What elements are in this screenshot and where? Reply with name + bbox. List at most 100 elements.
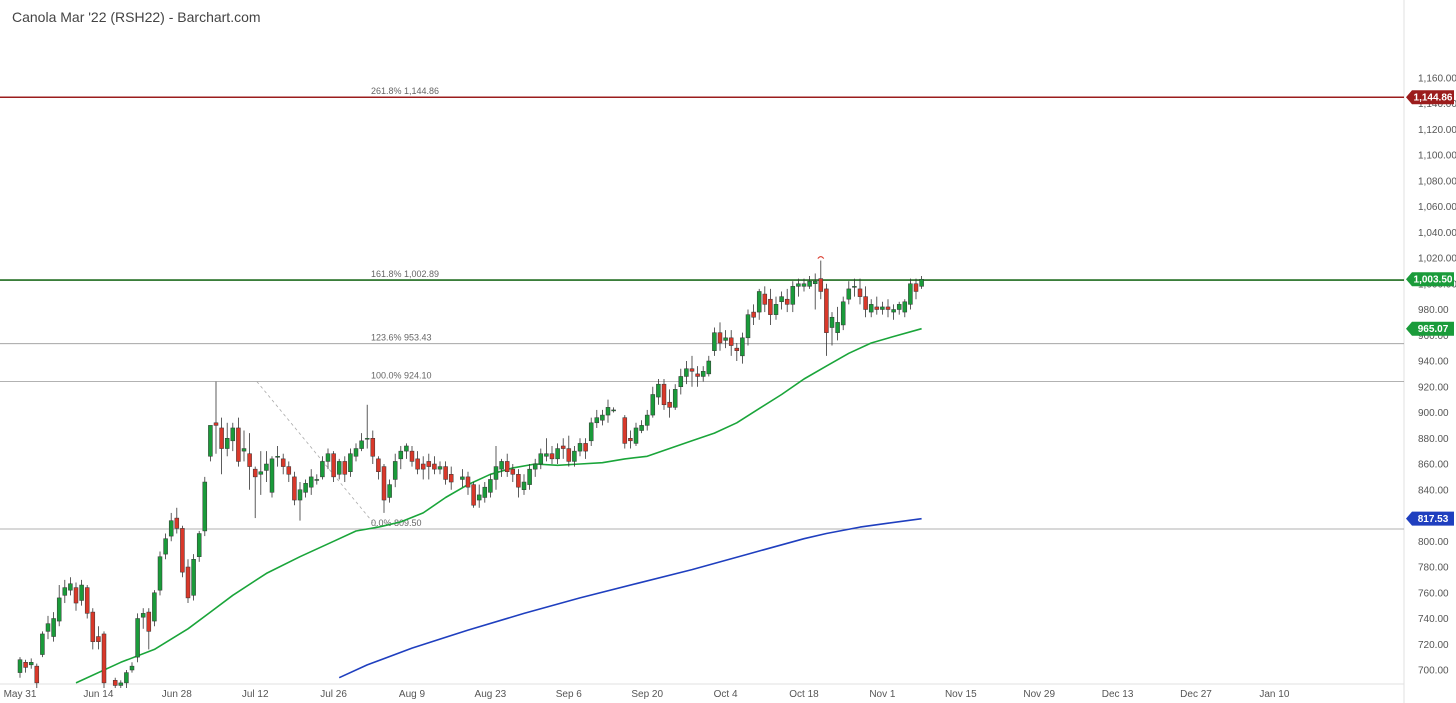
candle-body xyxy=(404,445,409,452)
candle-body xyxy=(415,458,420,470)
candle-body xyxy=(34,665,40,684)
candle-body xyxy=(45,623,51,632)
y-tick-label: 920.00 xyxy=(1418,382,1449,393)
candle-body xyxy=(740,337,745,357)
fib-level-label: 161.8% 1,002.89 xyxy=(371,269,439,279)
x-tick-label: Nov 15 xyxy=(945,689,977,700)
candle-body xyxy=(135,618,140,658)
candle-body xyxy=(185,566,191,599)
y-tick-label: 720.00 xyxy=(1418,640,1449,651)
x-tick-label: Aug 23 xyxy=(475,689,507,700)
candle-body xyxy=(644,414,650,426)
y-tick-label: 1,020.00 xyxy=(1418,254,1456,265)
candles-layer xyxy=(17,256,924,689)
y-tick-label: 1,100.00 xyxy=(1418,151,1456,162)
candle-body xyxy=(264,463,269,471)
x-tick-label: Sep 6 xyxy=(556,689,583,700)
candle-body xyxy=(857,288,863,297)
candle-body xyxy=(678,376,684,388)
candle-body xyxy=(566,448,572,462)
candle-body xyxy=(364,438,370,440)
y-tick-label: 800.00 xyxy=(1418,537,1449,548)
y-tick-label: 900.00 xyxy=(1418,408,1449,419)
candle-body xyxy=(420,463,426,470)
price-badge xyxy=(1406,272,1454,287)
candle-body xyxy=(560,445,566,449)
candle-body xyxy=(555,448,560,460)
candle-body xyxy=(443,466,448,480)
candle-body xyxy=(667,401,672,408)
candle-body xyxy=(90,611,96,642)
candle-body xyxy=(600,414,605,421)
x-tick-label: Aug 9 xyxy=(399,689,426,700)
candle-body xyxy=(908,283,913,305)
candle-body xyxy=(73,587,79,604)
grid-layer xyxy=(0,0,1405,703)
candle-body xyxy=(292,476,297,501)
candle-body xyxy=(728,337,734,346)
candle-body xyxy=(661,383,667,406)
candle-body xyxy=(202,481,208,532)
candle-body xyxy=(516,474,521,488)
y-tick-label: 1,140.00 xyxy=(1418,99,1456,110)
y-tick-label: 1,080.00 xyxy=(1418,176,1456,187)
y-tick-label: 760.00 xyxy=(1418,588,1449,599)
candle-body xyxy=(885,306,891,310)
y-tick-label: 840.00 xyxy=(1418,485,1449,496)
candle-body xyxy=(68,583,73,591)
candle-body xyxy=(773,304,779,315)
high-marker xyxy=(817,256,825,259)
candle-body xyxy=(146,611,152,632)
candle-body xyxy=(331,453,336,478)
candle-body xyxy=(510,468,516,475)
candle-body xyxy=(628,438,633,442)
candle-body xyxy=(538,453,544,465)
candle-body xyxy=(824,288,829,333)
candle-body xyxy=(706,360,712,375)
candle-body xyxy=(196,533,202,557)
candle-body xyxy=(101,633,107,684)
candle-body xyxy=(829,316,835,328)
y-tick-label: 700.00 xyxy=(1418,666,1449,677)
candle-body xyxy=(913,283,919,292)
candle-body xyxy=(846,288,852,300)
candle-body xyxy=(62,587,68,596)
axis-layer: 700.00720.00740.00760.00780.00800.00820.… xyxy=(4,73,1456,700)
candle-body xyxy=(342,461,348,475)
candle-body xyxy=(583,443,588,452)
candle-body xyxy=(297,489,303,501)
candle-body xyxy=(863,296,868,310)
candle-body xyxy=(684,368,689,377)
candle-body xyxy=(499,461,504,470)
candle-body xyxy=(258,471,264,475)
candle-body xyxy=(56,597,62,622)
y-tick-label: 1,120.00 xyxy=(1418,125,1456,136)
chart-title: Canola Mar '22 (RSH22) - Barchart.com xyxy=(12,9,261,25)
candle-body xyxy=(387,484,392,498)
candle-body xyxy=(51,618,56,637)
candle-body xyxy=(762,293,768,305)
candle-body xyxy=(437,466,443,470)
candle-body xyxy=(745,314,751,339)
candle-body xyxy=(689,368,695,372)
candle-body xyxy=(471,484,476,506)
y-tick-label: 880.00 xyxy=(1418,434,1449,445)
candle-body xyxy=(717,332,723,344)
x-tick-label: Jul 12 xyxy=(242,689,269,700)
candle-body xyxy=(818,278,824,292)
candle-body xyxy=(611,409,616,412)
candle-body xyxy=(17,659,23,673)
candle-body xyxy=(124,672,129,684)
candle-body xyxy=(577,443,583,452)
candle-body xyxy=(336,461,342,475)
candle-body xyxy=(532,463,538,470)
candle-body xyxy=(801,283,807,287)
candle-body xyxy=(840,301,846,326)
candle-body xyxy=(448,474,454,483)
candle-body xyxy=(23,662,28,668)
candle-body xyxy=(544,453,549,457)
candle-body xyxy=(874,306,880,310)
x-tick-label: Jul 26 xyxy=(320,689,347,700)
fib-level-label: 123.6% 953.43 xyxy=(371,333,432,343)
